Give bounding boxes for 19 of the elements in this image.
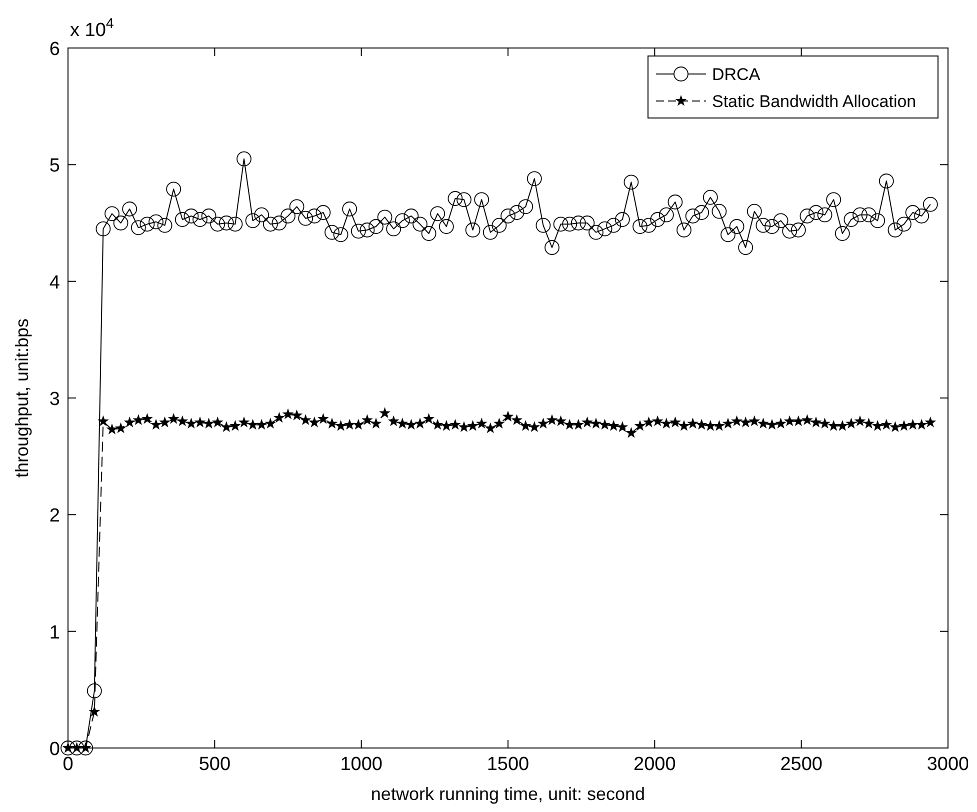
text: x 10$^{4}$ bbox=[70, 16, 114, 41]
y-tick-label: 1 bbox=[49, 622, 60, 644]
x-tick-label: 2000 bbox=[634, 754, 676, 775]
y-tick-label: 2 bbox=[49, 506, 60, 527]
y-tick-label: 4 bbox=[49, 272, 60, 294]
x-tick-label: 3000 bbox=[926, 754, 970, 775]
x-tick-label: 1000 bbox=[340, 754, 382, 775]
x-axis-title: network running time, unit: second bbox=[370, 784, 646, 804]
x-tick-label: 1500 bbox=[486, 754, 530, 775]
y-tick-label: 5 bbox=[49, 156, 60, 177]
x-tick-label: 500 bbox=[198, 754, 231, 775]
y-tick-label: 3 bbox=[49, 389, 60, 410]
y-tick-label: 0 bbox=[49, 739, 60, 760]
y-tick-label: 6 bbox=[49, 39, 60, 60]
x-tick-label: 0 bbox=[62, 754, 74, 775]
x-tick-label: 2500 bbox=[780, 754, 822, 775]
legend-label: Static Bandwidth Allocation bbox=[712, 92, 916, 111]
y-axis-title: throughput, unit:bps bbox=[12, 318, 32, 478]
legend-label: DRCA bbox=[712, 65, 761, 84]
